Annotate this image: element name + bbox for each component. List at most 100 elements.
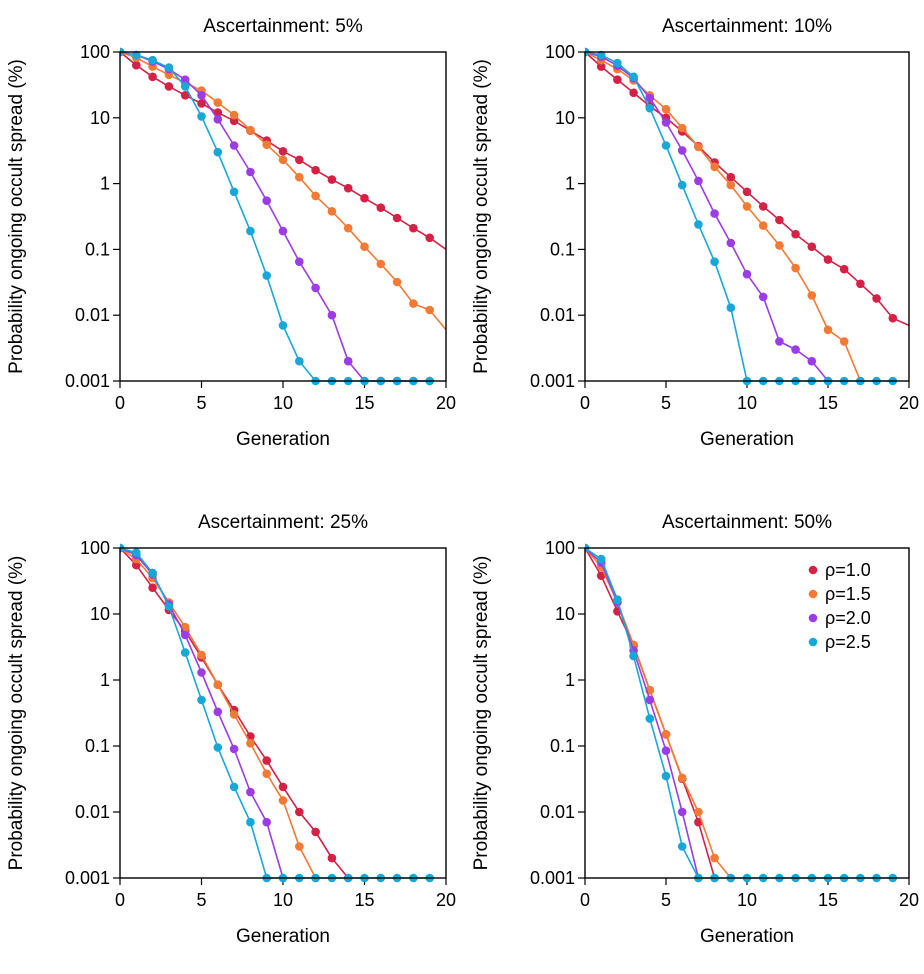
data-point — [229, 141, 239, 150]
data-point — [596, 50, 606, 60]
series-line — [585, 547, 732, 879]
data-point — [613, 595, 622, 604]
data-point — [661, 730, 671, 739]
legend-label: ρ=1.0 — [825, 560, 871, 580]
data-point — [148, 72, 157, 82]
data-point — [726, 172, 736, 182]
data-point — [807, 242, 817, 251]
data-point — [246, 167, 255, 177]
data-point — [278, 147, 288, 156]
data-point — [148, 55, 157, 65]
data-point — [164, 82, 174, 91]
data-point — [791, 229, 800, 239]
legend-label: ρ=2.0 — [825, 608, 871, 628]
data-point — [629, 88, 638, 98]
y-tick-label: 10 — [555, 108, 575, 128]
data-point — [327, 207, 337, 216]
data-point — [262, 271, 272, 280]
x-tick-label: 0 — [115, 393, 125, 413]
data-point — [376, 203, 386, 212]
data-point — [197, 695, 206, 705]
data-point — [645, 103, 655, 113]
data-point — [596, 571, 606, 580]
data-point — [661, 771, 671, 781]
x-tick-label: 5 — [661, 890, 671, 910]
data-point — [596, 62, 606, 71]
data-point — [645, 695, 655, 705]
x-axis-label: Generation — [236, 926, 330, 947]
series-4 — [120, 543, 435, 883]
data-point — [327, 175, 337, 184]
series-line — [585, 51, 862, 382]
y-tick-label: 0.001 — [65, 868, 110, 888]
data-point — [213, 680, 223, 689]
y-axis-label: Probability ongoing occult spread (%) — [471, 59, 492, 374]
data-point — [629, 651, 638, 661]
data-point — [295, 155, 304, 165]
data-point — [311, 165, 320, 175]
y-tick-label: 0.1 — [550, 736, 575, 756]
legend-marker — [808, 613, 818, 623]
data-point — [278, 796, 288, 805]
panel-title: Ascertainment: 50% — [662, 512, 832, 533]
y-tick-label: 0.01 — [75, 802, 110, 822]
legend-marker — [808, 589, 818, 599]
plot-frame — [584, 51, 910, 382]
panel-title: Ascertainment: 5% — [203, 16, 363, 37]
data-point — [742, 187, 752, 197]
legend-item: ρ=1.5 — [808, 584, 871, 604]
x-tick-label: 10 — [273, 393, 293, 413]
data-point — [132, 50, 141, 60]
data-point — [295, 807, 304, 817]
data-point — [596, 554, 606, 564]
data-point — [807, 291, 817, 300]
x-tick-label: 0 — [580, 890, 590, 910]
x-tick-label: 10 — [737, 890, 757, 910]
data-point — [278, 155, 288, 165]
data-point — [246, 787, 255, 797]
legend-item: ρ=2.5 — [808, 632, 871, 652]
data-point — [872, 294, 881, 303]
series-3 — [585, 47, 833, 386]
data-point — [295, 356, 304, 366]
y-tick-label: 100 — [80, 42, 110, 62]
data-point — [213, 707, 223, 717]
data-point — [791, 263, 800, 273]
data-point — [262, 817, 272, 827]
data-point — [758, 221, 768, 230]
data-point — [677, 146, 687, 155]
y-tick-label: 100 — [545, 538, 575, 558]
panel-1: Ascertainment: 5% 0.001 0.01 0.1 1 10 100 0 5 10 1… — [6, 16, 456, 450]
legend-item: ρ=1.0 — [808, 560, 871, 580]
plot-area — [120, 543, 435, 883]
data-point — [677, 180, 687, 190]
x-tick-label: 20 — [436, 890, 456, 910]
data-point — [694, 220, 703, 229]
data-point — [132, 548, 141, 557]
data-point — [694, 176, 703, 186]
data-point — [710, 853, 719, 863]
x-tick-label: 20 — [899, 890, 919, 910]
data-point — [197, 668, 206, 677]
data-point — [726, 303, 736, 313]
y-tick-label: 10 — [90, 604, 110, 624]
data-point — [164, 63, 174, 72]
series-line — [120, 547, 284, 879]
data-point — [311, 283, 320, 293]
y-tick-label: 10 — [555, 604, 575, 624]
y-axis-label: Probability ongoing occult spread (%) — [6, 556, 27, 871]
series-1 — [585, 47, 909, 327]
y-tick-label: 0.01 — [540, 802, 575, 822]
x-tick-label: 10 — [273, 890, 293, 910]
data-point — [246, 125, 255, 135]
series-2 — [585, 47, 865, 386]
legend-item: ρ=2.0 — [808, 608, 871, 628]
data-point — [839, 337, 849, 346]
data-point — [775, 241, 784, 250]
y-tick-label: 0.1 — [85, 239, 110, 259]
data-point — [645, 714, 655, 723]
data-point — [278, 321, 288, 330]
data-point — [677, 842, 687, 851]
y-tick-label: 10 — [90, 108, 110, 128]
panel-title: Ascertainment: 25% — [198, 512, 368, 533]
